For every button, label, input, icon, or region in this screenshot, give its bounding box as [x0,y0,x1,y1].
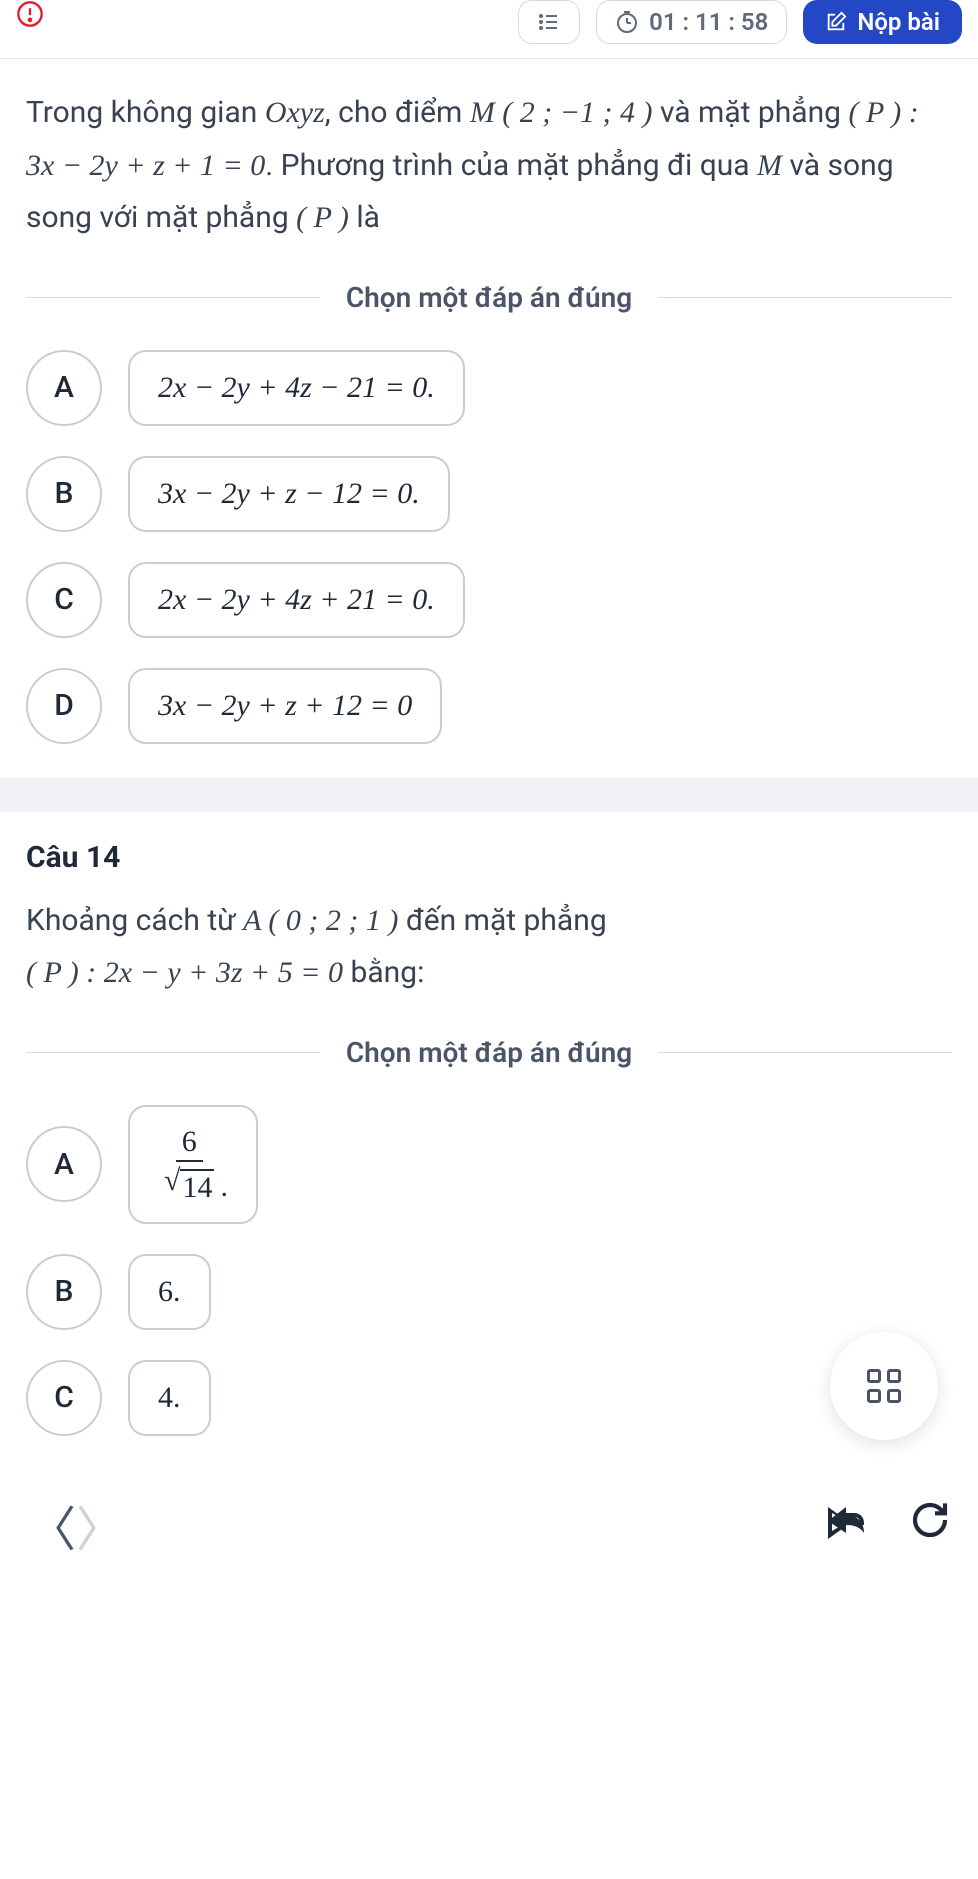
option-letter: D [26,668,102,744]
timer-value: 01 : 11 : 58 [649,8,768,36]
edit-icon [825,11,847,33]
choose-divider: Chọn một đáp án đúng [26,1036,952,1069]
option-content: 2x − 2y + 4z − 21 = 0. [128,350,465,426]
option-content: 6 √14 . [128,1105,258,1224]
clock-icon [615,10,639,34]
option-letter: B [26,1254,102,1330]
prev-button[interactable]: 〈 [28,1490,76,1560]
section-gap [0,778,978,812]
choose-divider: Chọn một đáp án đúng [26,281,952,314]
choose-label: Chọn một đáp án đúng [320,281,658,314]
grid-menu-button[interactable] [830,1332,938,1440]
list-button[interactable] [518,0,580,44]
option-b[interactable]: B 6. [26,1254,952,1330]
option-letter: C [26,562,102,638]
submit-label: Nộp bài [857,8,940,36]
option-a[interactable]: A 6 √14 . [26,1105,952,1224]
question-1: Trong không gian Oxyz, cho điểm M ( 2 ; … [0,59,978,778]
question-1-text: Trong không gian Oxyz, cho điểm M ( 2 ; … [26,87,952,245]
grid-icon [867,1369,901,1403]
option-content: 3x − 2y + z + 12 = 0 [128,668,442,744]
alert-icon [16,0,44,32]
option-a[interactable]: A 2x − 2y + 4z − 21 = 0. [26,350,952,426]
option-content: 2x − 2y + 4z + 21 = 0. [128,562,465,638]
option-b[interactable]: B 3x − 2y + z − 12 = 0. [26,456,952,532]
option-letter: C [26,1360,102,1436]
question-1-options: A 2x − 2y + 4z − 21 = 0. B 3x − 2y + z −… [26,350,952,744]
bottombar: 〈 〉 [0,1470,978,1568]
option-d[interactable]: D 3x − 2y + z + 12 = 0 [26,668,952,744]
option-content: 6. [128,1254,211,1330]
question-2: Câu 14 Khoảng cách từ A ( 0 ; 2 ; 1 ) đế… [0,812,978,1470]
option-letter: B [26,456,102,532]
share-button[interactable] [822,1499,870,1551]
option-letter: A [26,1126,102,1202]
option-content: 3x − 2y + z − 12 = 0. [128,456,450,532]
reload-button[interactable] [910,1499,950,1551]
option-letter: A [26,350,102,426]
submit-button[interactable]: Nộp bài [803,0,962,44]
option-content: 4. [128,1360,211,1436]
option-c[interactable]: C 2x − 2y + 4z + 21 = 0. [26,562,952,638]
timer: 01 : 11 : 58 [596,0,787,44]
question-2-text: Khoảng cách từ A ( 0 ; 2 ; 1 ) đến mặt p… [26,895,952,1000]
topbar: 01 : 11 : 58 Nộp bài [0,0,978,59]
question-2-title: Câu 14 [26,840,952,875]
choose-label: Chọn một đáp án đúng [320,1036,658,1069]
question-2-options: A 6 √14 . B 6. C 4. [26,1105,952,1436]
option-c[interactable]: C 4. [26,1360,952,1436]
next-button[interactable]: 〉 [76,1490,124,1560]
